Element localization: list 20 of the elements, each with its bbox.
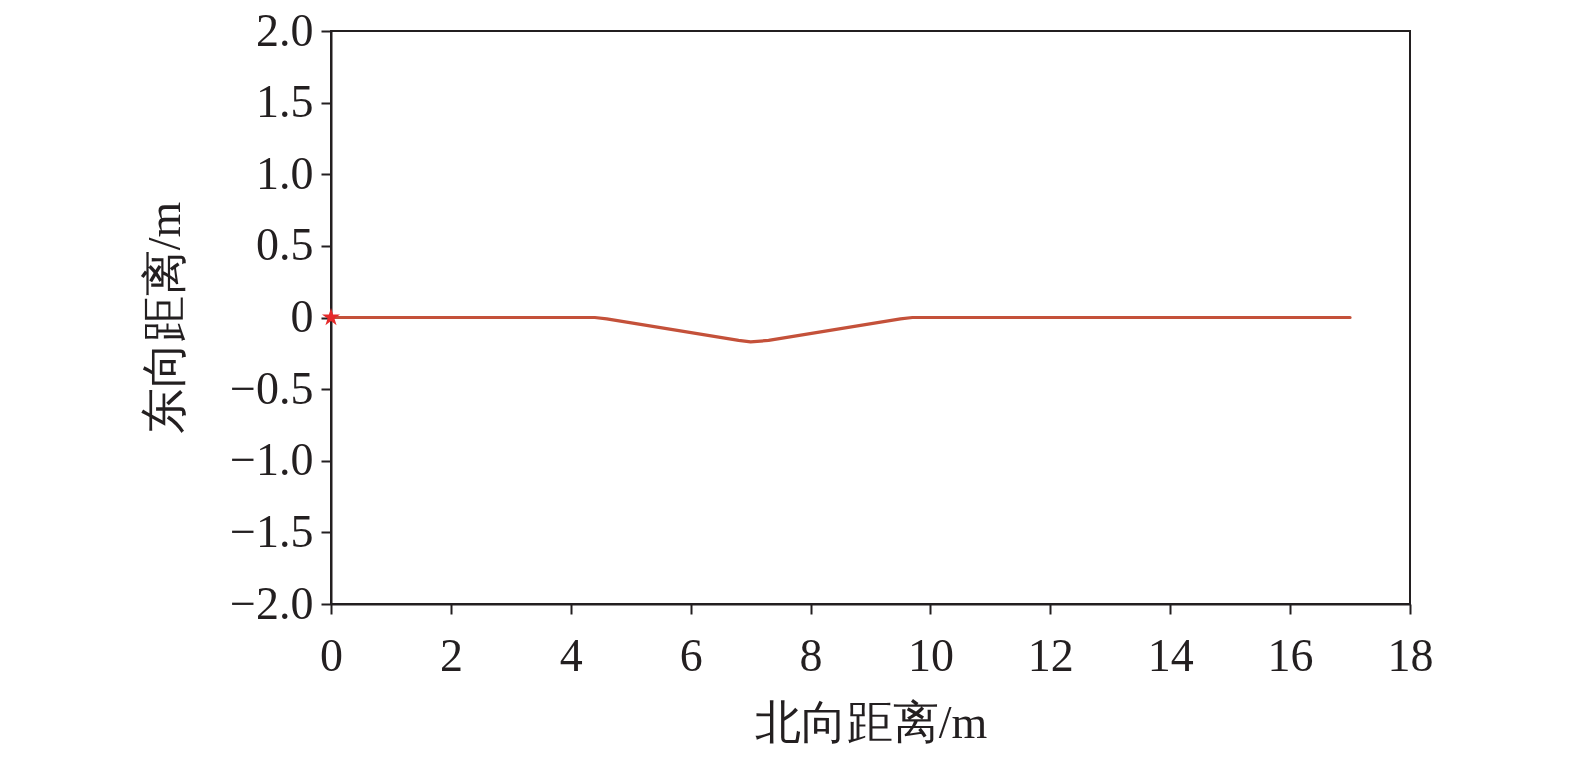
- y-tick-label: −1.5: [230, 505, 314, 557]
- y-tick-label: −1.0: [230, 434, 314, 486]
- x-tick-label: 10: [907, 629, 954, 681]
- x-tick-label: 2: [439, 629, 463, 681]
- x-tick-label: 14: [1147, 629, 1194, 681]
- y-tick-label: −0.5: [230, 362, 314, 414]
- x-tick-label: 18: [1387, 629, 1434, 681]
- y-tick-label: 0.5: [256, 219, 314, 271]
- x-tick-label: 12: [1027, 629, 1074, 681]
- y-axis-title: 东向距离/m: [139, 201, 191, 435]
- y-tick-label: 1.0: [256, 147, 314, 199]
- y-tick-label: 2.0: [256, 4, 314, 56]
- x-tick-label: 16: [1267, 629, 1314, 681]
- x-tick-label: 4: [559, 629, 583, 681]
- x-tick-label: 6: [679, 629, 703, 681]
- x-tick-label: 8: [799, 629, 823, 681]
- x-axis-title: 北向距离/m: [754, 696, 988, 748]
- y-tick-label: −2.0: [230, 577, 314, 629]
- y-tick-label: 0: [290, 291, 314, 342]
- y-tick-label: 1.5: [256, 76, 314, 128]
